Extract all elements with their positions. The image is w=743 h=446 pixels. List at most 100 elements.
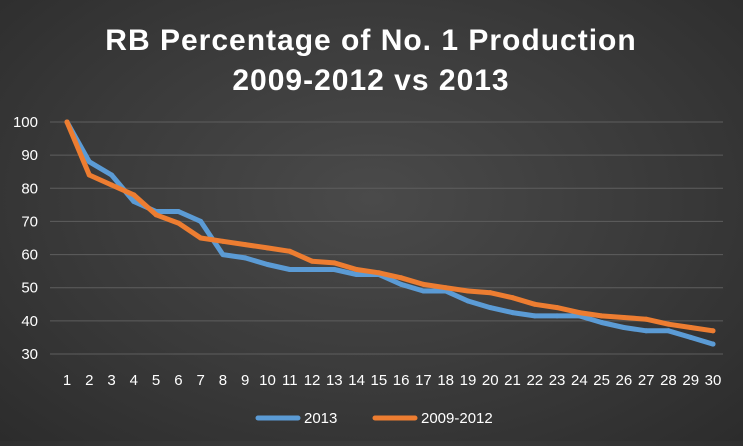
- data-point-2013-14: [354, 271, 360, 277]
- data-point-2009-2012-9: [242, 242, 248, 248]
- x-tick-label: 13: [326, 372, 343, 389]
- data-point-2009-2012-17: [420, 281, 426, 287]
- data-point-2009-2012-3: [109, 182, 115, 188]
- x-tick-label: 2: [85, 372, 93, 389]
- data-point-2009-2012-18: [443, 285, 449, 291]
- data-point-2009-2012-6: [175, 220, 181, 226]
- data-point-2009-2012-7: [198, 235, 204, 241]
- data-point-2009-2012-12: [309, 258, 315, 264]
- x-tick-label: 10: [259, 372, 276, 389]
- y-tick-label: 90: [21, 147, 38, 164]
- x-tick-label: 15: [371, 372, 388, 389]
- data-point-2013-25: [599, 320, 605, 326]
- x-tick-label: 28: [660, 372, 677, 389]
- data-point-2013-29: [688, 334, 694, 340]
- x-tick-label: 14: [348, 372, 365, 389]
- x-axis-ticks: 1 2 3 4 5 6 7 8 9 10 11 12 13 14 15 16 17 18 19 20 21 22 23 24 2…: [63, 372, 722, 389]
- data-point-2009-2012-5: [153, 212, 159, 218]
- data-point-2013-12: [309, 266, 315, 272]
- data-point-2009-2012-25: [599, 313, 605, 319]
- x-tick-label: 5: [152, 372, 160, 389]
- data-point-2013-26: [621, 324, 627, 330]
- series-line-2009-2012: [64, 119, 716, 334]
- data-point-2013-28: [665, 328, 671, 334]
- data-point-2013-13: [331, 266, 337, 272]
- data-point-2013-27: [643, 328, 649, 334]
- data-point-2013-8: [220, 252, 226, 258]
- series-line-2013: [64, 119, 716, 347]
- x-tick-label: 8: [219, 372, 227, 389]
- x-tick-label: 29: [682, 372, 699, 389]
- data-point-2009-2012-21: [510, 295, 516, 301]
- y-axis-ticks: 30 40 50 60 70 80 90 100: [13, 114, 38, 363]
- y-tick-label: 30: [21, 346, 38, 363]
- y-tick-label: 80: [21, 180, 38, 197]
- data-point-2009-2012-24: [576, 310, 582, 316]
- data-point-2009-2012-8: [220, 238, 226, 244]
- x-tick-label: 19: [460, 372, 477, 389]
- data-point-2013-2: [86, 159, 92, 165]
- data-point-2013-23: [554, 313, 560, 319]
- x-tick-label: 1: [63, 372, 71, 389]
- data-point-2013-3: [109, 172, 115, 178]
- data-point-2009-2012-10: [264, 245, 270, 251]
- x-tick-label: 7: [196, 372, 204, 389]
- data-point-2009-2012-26: [621, 315, 627, 321]
- data-point-2013-7: [198, 218, 204, 224]
- data-point-2009-2012-28: [665, 321, 671, 327]
- gridlines: [50, 121, 723, 355]
- data-point-2013-10: [264, 262, 270, 268]
- x-tick-label: 11: [282, 372, 298, 389]
- x-tick-label: 3: [107, 372, 115, 389]
- x-tick-label: 6: [174, 372, 182, 389]
- data-point-2009-2012-14: [354, 266, 360, 272]
- data-point-2009-2012-23: [554, 305, 560, 311]
- y-tick-label: 100: [13, 114, 38, 131]
- data-point-2013-19: [465, 298, 471, 304]
- data-point-2013-9: [242, 255, 248, 261]
- data-point-2009-2012-13: [331, 260, 337, 266]
- y-tick-label: 50: [21, 280, 38, 297]
- data-point-2013-22: [532, 313, 538, 319]
- legend-label-2013: 2013: [304, 410, 337, 427]
- x-tick-label: 16: [393, 372, 410, 389]
- x-tick-label: 18: [437, 372, 454, 389]
- series-lines: [64, 119, 716, 347]
- data-point-2009-2012-15: [376, 270, 382, 276]
- x-tick-label: 26: [616, 372, 633, 389]
- y-tick-label: 40: [21, 313, 38, 330]
- x-tick-label: 20: [482, 372, 499, 389]
- data-point-2009-2012-19: [465, 288, 471, 294]
- data-point-2009-2012-20: [487, 290, 493, 296]
- x-tick-label: 21: [504, 372, 521, 389]
- legend-label-2009-2012: 2009-2012: [421, 410, 493, 427]
- x-tick-label: 9: [241, 372, 249, 389]
- chart-title-line-1: RB Percentage of No. 1 Production: [105, 24, 636, 57]
- data-point-2013-30: [710, 341, 716, 347]
- x-tick-label: 30: [705, 372, 722, 389]
- data-point-2013-4: [131, 199, 137, 205]
- data-point-2009-2012-27: [643, 316, 649, 322]
- x-tick-label: 22: [526, 372, 543, 389]
- x-tick-label: 27: [638, 372, 655, 389]
- x-tick-label: 25: [593, 372, 610, 389]
- chart-title-line-2: 2009-2012 vs 2013: [232, 64, 509, 97]
- y-tick-label: 70: [21, 213, 38, 230]
- data-point-2013-21: [510, 310, 516, 316]
- data-point-2009-2012-11: [287, 248, 293, 254]
- x-tick-label: 23: [549, 372, 566, 389]
- x-tick-label: 4: [130, 372, 138, 389]
- x-tick-label: 12: [304, 372, 321, 389]
- data-point-2009-2012-16: [398, 275, 404, 281]
- data-point-2013-20: [487, 305, 493, 311]
- data-point-2009-2012-2: [86, 172, 92, 178]
- x-tick-label: 24: [571, 372, 588, 389]
- data-point-2013-6: [175, 208, 181, 214]
- data-point-2009-2012-22: [532, 301, 538, 307]
- data-point-2009-2012-29: [688, 324, 694, 330]
- data-point-2009-2012-30: [710, 328, 716, 334]
- y-tick-label: 60: [21, 247, 38, 264]
- data-point-2013-11: [287, 266, 293, 272]
